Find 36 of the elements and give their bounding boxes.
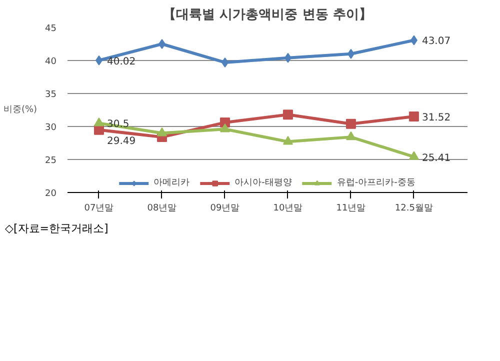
y-tick-label: 40 — [45, 57, 57, 67]
x-tick-label: 12.5월말 — [394, 204, 433, 214]
y-tick-label: 20 — [45, 189, 57, 199]
x-tick-label: 10년말 — [273, 204, 303, 214]
y-tick-label: 45 — [45, 24, 56, 34]
x-tick-label: 07년말 — [84, 204, 114, 214]
point — [408, 111, 419, 122]
point — [95, 55, 102, 66]
y-tick-label: 35 — [45, 90, 56, 100]
point — [282, 136, 293, 145]
x-tick-label: 09년말 — [210, 204, 240, 214]
x-tick-label: 11년말 — [336, 204, 366, 214]
chart-title: 【대륙별 시가총액비중 변동 추이】 — [163, 6, 372, 22]
legend-label: 유럽-아프리카-중동 — [336, 177, 416, 189]
data-label: 43.07 — [422, 36, 451, 48]
point — [94, 118, 104, 126]
point — [220, 123, 230, 132]
legend-label: 아시아-태평양 — [234, 177, 292, 189]
data-label: 29.49 — [106, 136, 136, 147]
text: ◇[자료=한국거래소] — [5, 221, 108, 237]
point — [347, 48, 354, 59]
x-tick-label: 08년말 — [147, 204, 177, 214]
point — [284, 52, 292, 63]
point — [282, 110, 293, 120]
point — [346, 131, 356, 140]
y-axis-title: 비중(%) — [3, 105, 38, 115]
legend-label: 아메리카 — [154, 177, 190, 189]
y-tick-label: 30 — [45, 123, 57, 133]
point — [408, 151, 419, 160]
y-tick-label: 25 — [45, 156, 56, 166]
point — [410, 35, 418, 46]
point — [156, 127, 167, 136]
point — [221, 57, 228, 68]
point — [158, 39, 166, 49]
point — [346, 118, 356, 129]
data-label: 31.52 — [422, 112, 451, 124]
